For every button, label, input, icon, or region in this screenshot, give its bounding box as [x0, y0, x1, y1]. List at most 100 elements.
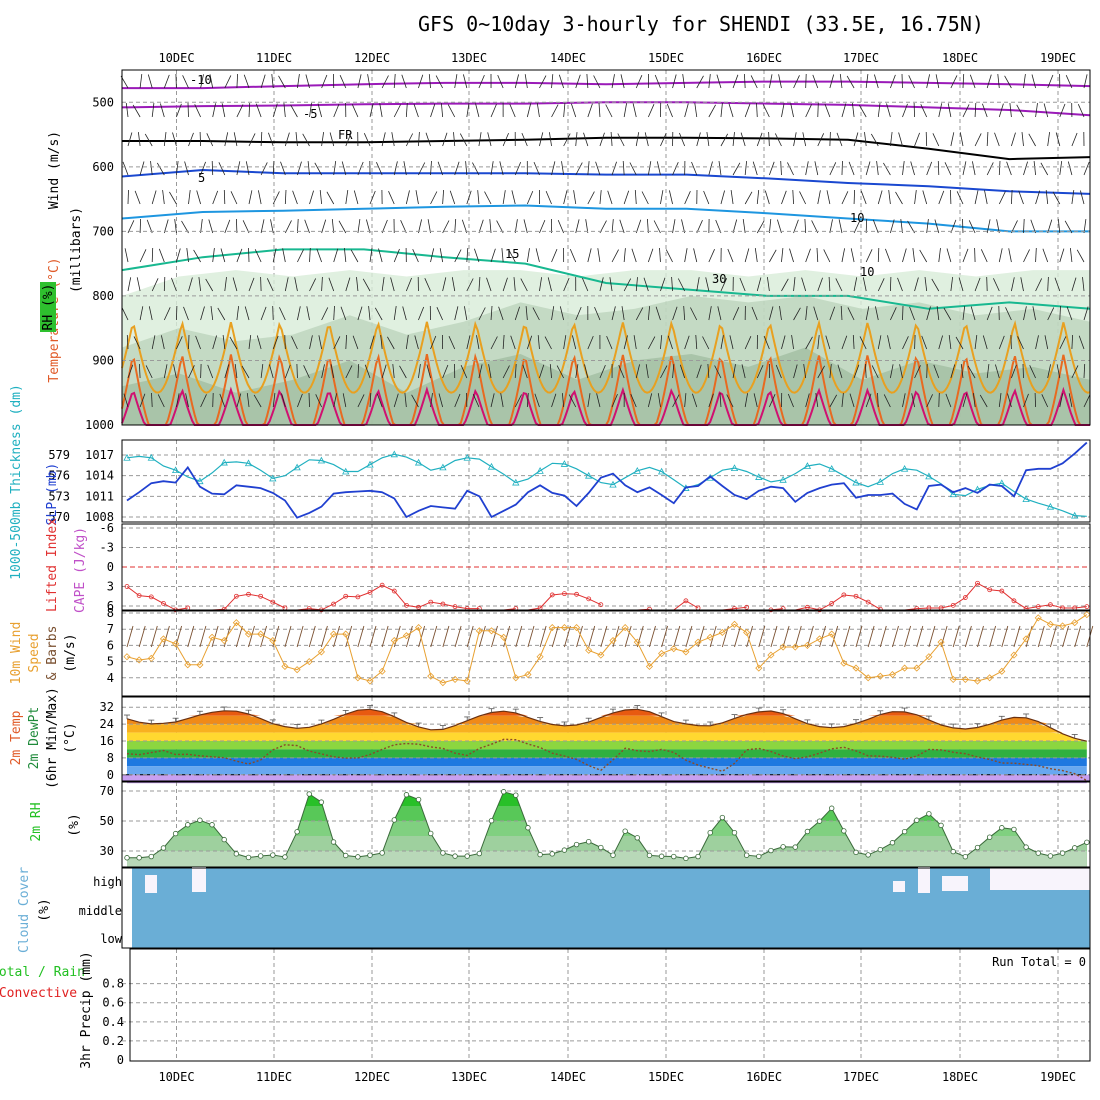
wind-barb — [694, 103, 698, 118]
wind-barb — [430, 160, 432, 176]
wind-barb — [598, 102, 601, 118]
x-tick-label-bottom: 18DEC — [942, 1070, 978, 1084]
wind-barb — [744, 248, 750, 263]
x-tick-label-bottom: 15DEC — [648, 1070, 684, 1084]
wind-barb — [829, 162, 837, 176]
rh-point — [865, 852, 871, 858]
wind-barb — [727, 248, 734, 263]
wind-barb — [230, 191, 238, 205]
lifted-index-point — [999, 588, 1005, 594]
wind-barb — [938, 103, 943, 118]
wind-barb — [732, 219, 738, 234]
wind-barb — [205, 278, 214, 292]
wind-barb — [944, 162, 952, 176]
wind-barb — [158, 248, 165, 263]
wind-barb-10m — [369, 625, 377, 648]
wind-barb — [411, 394, 419, 408]
wind-barb — [860, 190, 867, 205]
wind-barb — [233, 132, 238, 147]
wind-barb — [620, 74, 625, 89]
wind-barb — [245, 161, 250, 176]
wind-speed-point — [427, 672, 435, 680]
wind-barb — [1076, 249, 1085, 263]
wind-barb — [248, 102, 251, 118]
wind-barb — [266, 278, 274, 292]
wind-barb — [1028, 133, 1036, 147]
lifted-index-point — [428, 599, 434, 605]
wind-speed-point — [329, 630, 338, 638]
lifted-index-point — [1035, 604, 1041, 610]
wind-barb-10m — [320, 625, 328, 648]
wind-barb — [756, 132, 763, 147]
wind-barb — [357, 306, 363, 321]
wind-barb — [667, 335, 673, 350]
wind-barb — [451, 277, 456, 292]
wind-barb — [405, 190, 410, 205]
wind-speed-point — [998, 667, 1006, 675]
wind-barb — [889, 276, 892, 292]
wind-barb — [756, 190, 760, 205]
wind-barb-10m — [624, 625, 632, 648]
wind-barb — [902, 248, 907, 263]
wind-barb — [175, 73, 177, 89]
wind-barb — [793, 75, 800, 89]
wind-barb-10m — [782, 625, 790, 648]
thickness-point — [512, 478, 520, 486]
precip-frame — [129, 948, 1091, 1062]
wind-barb-10m — [989, 625, 997, 648]
wind-barb — [163, 364, 168, 379]
wind-barb — [817, 133, 825, 147]
wind-barb — [902, 336, 909, 350]
wind-barb — [974, 102, 977, 118]
wind-speed-point — [220, 636, 228, 645]
wind-barb — [172, 132, 177, 147]
wind-barb — [475, 103, 480, 118]
wind-barb — [514, 363, 517, 379]
wind-barb — [296, 363, 298, 379]
wind-barb — [1083, 363, 1086, 379]
wind-barb — [623, 190, 630, 205]
wind-barb — [726, 394, 734, 408]
rh-point — [610, 852, 616, 858]
wind-barb — [304, 219, 310, 234]
wind-barb — [272, 393, 276, 408]
temp-tick-label: 0 — [107, 768, 114, 782]
wind-barb — [781, 248, 784, 263]
wind-barb — [870, 133, 879, 147]
wind-barb — [920, 104, 928, 118]
wind-barb — [437, 161, 444, 176]
thickness-tick-label: 576 — [48, 469, 70, 483]
wind-barb — [921, 335, 928, 350]
wind-barb — [374, 307, 383, 321]
wind-barb — [862, 277, 867, 292]
thickness-point — [609, 480, 617, 488]
wind-barb — [998, 248, 1003, 263]
rh-point — [221, 836, 227, 843]
wind-barb — [244, 306, 250, 321]
wind-barb — [1068, 393, 1073, 408]
thickness-point — [414, 458, 423, 466]
thickness-point — [293, 463, 301, 471]
wind-barb — [122, 161, 129, 176]
wind-barb — [853, 132, 859, 147]
wind-barb-10m — [746, 625, 754, 648]
wind-barb — [248, 247, 250, 263]
wind-barb — [1067, 161, 1073, 176]
wind-barb — [950, 132, 955, 147]
wind-barb — [647, 104, 655, 118]
wind-barb — [333, 103, 340, 118]
wind-barb-10m — [150, 625, 158, 648]
wind-barb — [802, 132, 807, 147]
wind-speed-point — [232, 619, 240, 627]
wind-barb-10m — [357, 625, 365, 648]
wind-barb — [962, 104, 970, 118]
thickness-point — [244, 459, 253, 467]
lifted-index-point — [233, 593, 239, 599]
rh-point — [233, 851, 240, 857]
wind-barb — [1035, 103, 1038, 118]
rh-point — [901, 828, 908, 835]
wind-barb — [703, 190, 710, 205]
wind-barb — [510, 335, 516, 350]
wind-speed-point — [706, 633, 714, 641]
wind-barb — [151, 278, 159, 292]
